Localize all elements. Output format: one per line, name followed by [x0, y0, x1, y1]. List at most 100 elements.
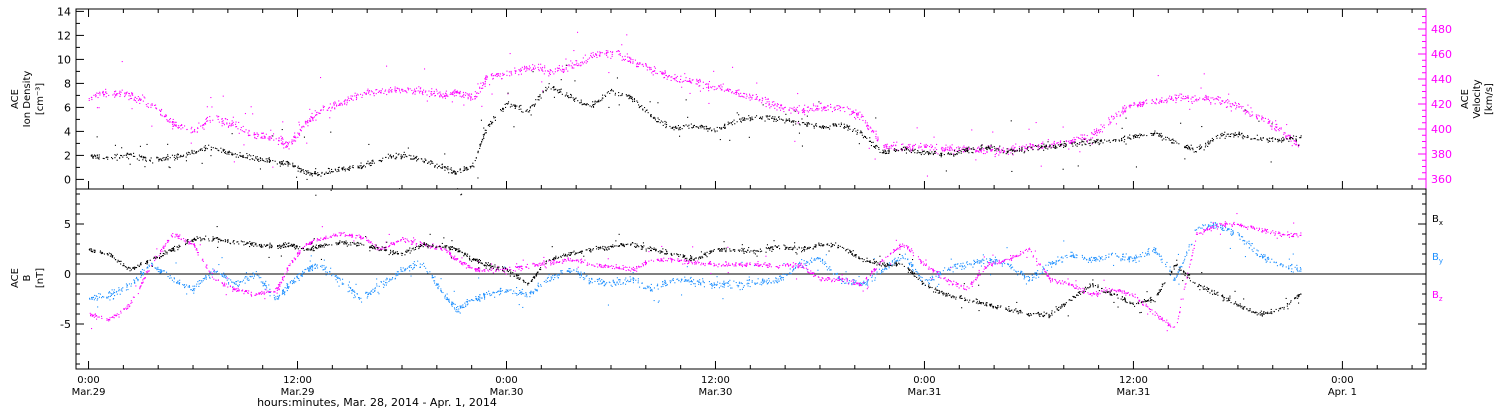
- velocity-point: [936, 143, 938, 145]
- by-point: [286, 283, 288, 285]
- density-point: [165, 159, 167, 161]
- density-point: [559, 89, 561, 91]
- velocity-point: [738, 95, 740, 97]
- density-point: [1201, 126, 1203, 128]
- density-point: [352, 167, 354, 169]
- velocity-point: [708, 90, 710, 92]
- by-point: [322, 269, 324, 271]
- velocity-point: [837, 108, 839, 110]
- by-point: [385, 282, 387, 284]
- density-point: [1045, 147, 1047, 149]
- by-point: [448, 300, 450, 302]
- velocity-point: [1010, 152, 1012, 154]
- velocity-point: [1160, 101, 1162, 103]
- by-point: [286, 287, 288, 289]
- by-point: [441, 291, 443, 293]
- density-point: [107, 158, 109, 160]
- velocity-point: [969, 148, 971, 150]
- by-point: [212, 268, 214, 270]
- by-point: [367, 295, 369, 297]
- velocity-point: [629, 56, 631, 58]
- velocity-point: [306, 121, 308, 123]
- velocity-point: [664, 72, 666, 74]
- density-point: [1034, 145, 1036, 147]
- velocity-point: [962, 146, 964, 148]
- by-point: [863, 282, 865, 284]
- density-point: [1220, 133, 1222, 135]
- density-point: [987, 146, 989, 148]
- density-point: [1011, 148, 1013, 150]
- velocity-point: [788, 109, 790, 111]
- density-point: [255, 156, 257, 158]
- density-point: [695, 126, 697, 128]
- velocity-point: [1238, 103, 1240, 105]
- by-point: [188, 285, 190, 287]
- density-point: [795, 121, 797, 123]
- by-point: [268, 284, 270, 286]
- by-point: [820, 260, 822, 262]
- density-point: [231, 152, 233, 154]
- by-point: [433, 280, 435, 282]
- velocity-point: [1251, 111, 1253, 113]
- by-point: [871, 276, 873, 278]
- density-point: [701, 125, 703, 127]
- velocity-point: [388, 88, 390, 90]
- velocity-point: [401, 89, 403, 91]
- velocity-point: [1263, 120, 1265, 122]
- velocity-point: [291, 142, 293, 144]
- by-point: [798, 263, 800, 265]
- by-point: [264, 284, 266, 286]
- density-point: [265, 158, 267, 160]
- by-point: [580, 275, 582, 277]
- density-point: [923, 153, 925, 155]
- velocity-point: [1248, 112, 1250, 114]
- density-point: [367, 160, 369, 162]
- velocity-point: [705, 83, 707, 85]
- density-point: [1153, 134, 1155, 136]
- velocity-point: [245, 129, 247, 131]
- by-point: [215, 271, 217, 273]
- by-point: [350, 289, 352, 291]
- by-point: [533, 291, 535, 293]
- velocity-point: [1271, 126, 1273, 128]
- velocity-point: [347, 96, 349, 98]
- velocity-point: [1285, 136, 1287, 138]
- by-point: [567, 270, 569, 272]
- by-point: [648, 285, 650, 287]
- velocity-point: [354, 95, 356, 97]
- density-point: [1139, 135, 1141, 137]
- density-point: [849, 128, 851, 130]
- velocity-point: [1293, 140, 1295, 142]
- velocity-point: [867, 129, 869, 131]
- density-point: [747, 118, 749, 120]
- velocity-point: [333, 102, 335, 104]
- velocity-point: [295, 140, 297, 142]
- velocity-point: [1166, 102, 1168, 104]
- velocity-point: [630, 59, 632, 61]
- velocity-point: [618, 54, 620, 56]
- density-point: [1012, 149, 1014, 151]
- velocity-point: [1080, 138, 1082, 140]
- velocity-point: [712, 85, 714, 87]
- velocity-point: [713, 89, 715, 91]
- velocity-point: [804, 110, 806, 112]
- density-point: [940, 152, 942, 154]
- by-point: [884, 267, 886, 269]
- by-point: [882, 268, 884, 270]
- density-point: [464, 168, 466, 170]
- by-point: [281, 293, 283, 295]
- velocity-point: [492, 78, 494, 80]
- velocity-point: [947, 149, 949, 151]
- velocity-point: [154, 104, 156, 106]
- by-point: [619, 281, 621, 283]
- density-point: [848, 127, 850, 129]
- velocity-point: [929, 149, 931, 151]
- density-point: [1277, 140, 1279, 142]
- by-point: [434, 276, 436, 278]
- velocity-point: [857, 113, 859, 115]
- density-point: [682, 125, 684, 127]
- velocity-point: [458, 92, 460, 94]
- velocity-point: [817, 108, 819, 110]
- velocity-point: [788, 109, 790, 111]
- velocity-point: [485, 76, 487, 78]
